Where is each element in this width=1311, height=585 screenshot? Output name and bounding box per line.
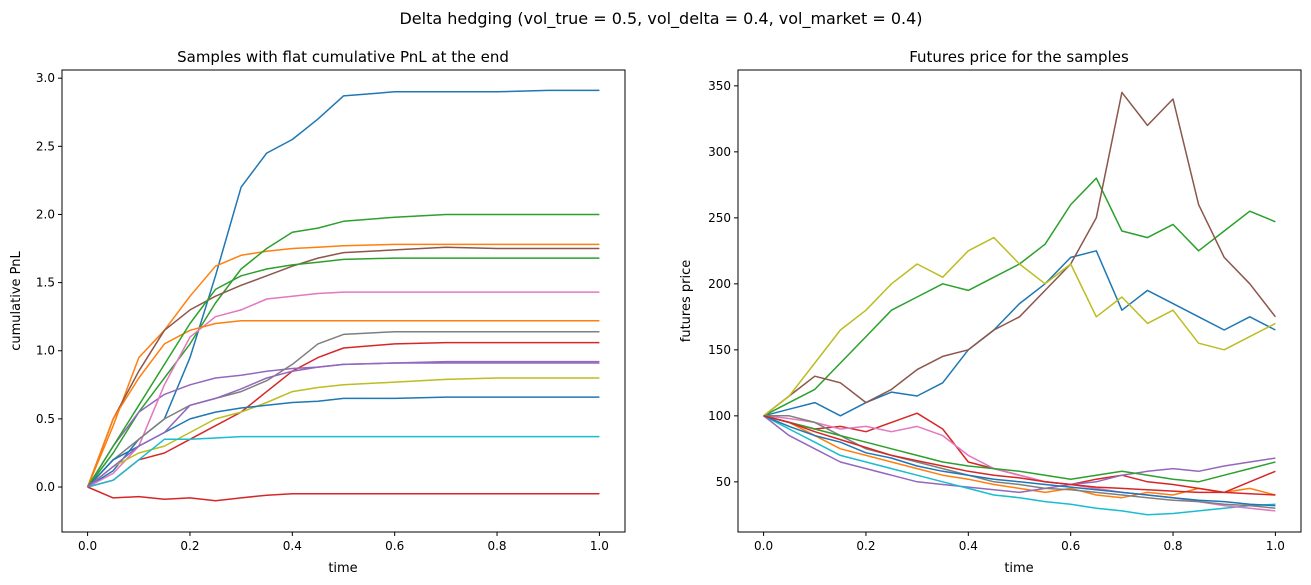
left-series-line-1 bbox=[86, 243, 600, 488]
left-y-tick-label-6: 3.0 bbox=[36, 71, 55, 85]
left-y-tick-label-0: 0.0 bbox=[36, 480, 55, 494]
left-plot-frame bbox=[61, 69, 626, 533]
right-series-line-9 bbox=[763, 415, 1276, 509]
left-series-line-12 bbox=[86, 257, 600, 488]
right-y-tick-label-3: 200 bbox=[708, 277, 731, 291]
right-x-tick-label-4: 0.8 bbox=[1163, 539, 1182, 553]
left-series-line-13 bbox=[87, 396, 600, 488]
right-y-tick-label-2: 150 bbox=[708, 343, 731, 357]
right-series-line-3 bbox=[763, 236, 1276, 417]
left-y-tick-label-4: 2.0 bbox=[36, 207, 55, 221]
left-x-tick-label-1: 0.2 bbox=[180, 539, 199, 553]
right-x-tick-label-5: 1.0 bbox=[1266, 539, 1285, 553]
figure-suptitle: Delta hedging (vol_true = 0.5, vol_delta… bbox=[399, 9, 922, 29]
left-series-line-2 bbox=[87, 213, 600, 488]
left-series-line-7 bbox=[87, 330, 600, 488]
left-chart-title: Samples with flat cumulative PnL at the … bbox=[177, 48, 509, 66]
left-chart: Samples with flat cumulative PnL at the … bbox=[9, 48, 626, 576]
right-series-line-11 bbox=[763, 415, 1276, 507]
right-y-tick-label-6: 350 bbox=[708, 79, 731, 93]
left-y-tick-label-5: 2.5 bbox=[36, 139, 55, 153]
right-plot-frame bbox=[737, 69, 1302, 533]
left-y-tick-label-1: 0.5 bbox=[36, 412, 55, 426]
right-chart-title: Futures price for the samples bbox=[909, 48, 1129, 66]
right-series-line-2 bbox=[763, 91, 1276, 417]
right-series-line-8 bbox=[763, 415, 1276, 512]
left-y-tick-label-2: 1.0 bbox=[36, 344, 55, 358]
right-x-tick-label-2: 0.4 bbox=[959, 539, 978, 553]
right-ticks-group: 0.0 0.2 0.4 0.6 0.8 1.0 50 100 150 200 250 300 350 bbox=[708, 79, 1285, 553]
left-x-tick-label-5: 1.0 bbox=[590, 539, 609, 553]
right-series-line-7 bbox=[763, 415, 1276, 516]
left-x-tick-label-3: 0.6 bbox=[385, 539, 404, 553]
right-series-line-4 bbox=[763, 415, 1276, 499]
right-y-tick-label-4: 250 bbox=[708, 211, 731, 225]
left-series-group bbox=[86, 89, 600, 502]
left-ticks-group: 0.0 0.2 0.4 0.6 0.8 1.0 0.0 0.5 1.0 1.5 2.0 2.5 3.0 bbox=[36, 71, 609, 553]
right-x-tick-label-1: 0.2 bbox=[856, 539, 875, 553]
left-series-line-6 bbox=[87, 291, 600, 488]
left-series-line-9 bbox=[87, 435, 600, 488]
left-series-line-10 bbox=[87, 486, 600, 502]
left-x-tick-label-4: 0.8 bbox=[487, 539, 506, 553]
right-y-tick-label-0: 50 bbox=[716, 475, 731, 489]
right-y-tick-label-5: 300 bbox=[708, 145, 731, 159]
left-series-line-14 bbox=[87, 362, 600, 488]
left-y-axis-label: cumulative PnL bbox=[9, 250, 24, 350]
right-x-axis-label: time bbox=[1004, 561, 1033, 576]
right-series-line-6 bbox=[763, 415, 1276, 494]
left-series-line-5 bbox=[86, 246, 600, 488]
right-series-line-10 bbox=[763, 415, 1276, 483]
right-y-axis-label: futures price bbox=[679, 260, 694, 342]
left-x-tick-label-0: 0.0 bbox=[78, 539, 97, 553]
left-x-tick-label-2: 0.4 bbox=[283, 539, 302, 553]
left-series-line-3 bbox=[87, 341, 600, 488]
left-y-tick-label-3: 1.5 bbox=[36, 276, 55, 290]
left-series-line-0 bbox=[87, 89, 600, 488]
left-series-line-4 bbox=[86, 360, 600, 488]
right-chart: Futures price for the samples 0.0 0.2 0.4 0… bbox=[679, 48, 1302, 576]
left-x-axis-label: time bbox=[328, 561, 357, 576]
right-series-line-1 bbox=[763, 177, 1276, 417]
right-series-group bbox=[763, 91, 1276, 516]
right-x-tick-label-0: 0.0 bbox=[754, 539, 773, 553]
right-series-line-0 bbox=[763, 250, 1276, 417]
right-series-line-5 bbox=[763, 412, 1276, 494]
right-y-tick-label-1: 100 bbox=[708, 409, 731, 423]
left-series-line-11 bbox=[86, 320, 600, 488]
right-x-tick-label-3: 0.6 bbox=[1061, 539, 1080, 553]
right-series-line-12 bbox=[763, 415, 1276, 496]
